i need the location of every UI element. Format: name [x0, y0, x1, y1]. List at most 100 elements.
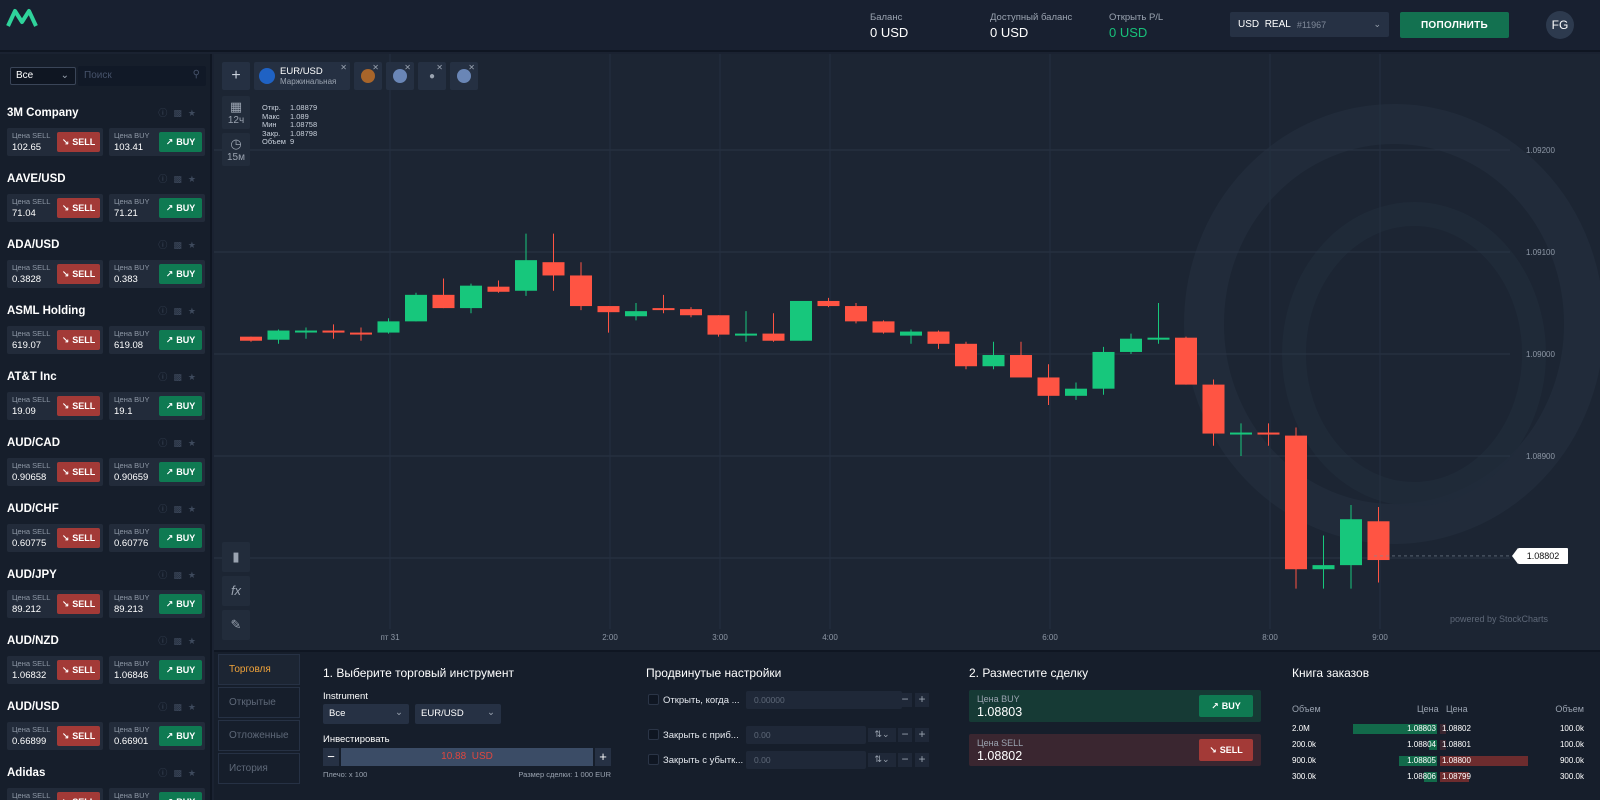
chart-icon[interactable]: ▩: [173, 768, 188, 778]
info-icon[interactable]: ⓘ: [158, 768, 174, 778]
instrument-row[interactable]: 3M Company ⓘ▩★ Цена SELL 102.65 ↘ SELL Цена BU…: [0, 100, 208, 166]
star-icon[interactable]: ★: [187, 570, 202, 580]
star-icon[interactable]: ★: [187, 240, 202, 250]
info-icon[interactable]: ⓘ: [158, 108, 174, 118]
chart-icon[interactable]: ▩: [173, 240, 188, 250]
buy-button[interactable]: ↗BUY: [159, 396, 202, 416]
sell-button[interactable]: ↘SELL: [57, 528, 100, 548]
invest-increase-button[interactable]: +: [595, 748, 611, 766]
take-profit-checkbox[interactable]: [648, 729, 659, 740]
tab-eurusd[interactable]: EUR/USD Маржинальная ✕: [254, 62, 350, 90]
close-icon[interactable]: ✕: [468, 63, 475, 72]
buy-button[interactable]: ↗BUY: [159, 462, 202, 482]
close-icon[interactable]: ✕: [340, 63, 347, 72]
chart-icon[interactable]: ▩: [173, 174, 188, 184]
take-profit-mode-select[interactable]: ⇅⌄: [868, 728, 896, 742]
info-icon[interactable]: ⓘ: [158, 174, 174, 184]
chart-type-button[interactable]: ▮: [222, 542, 250, 572]
buy-button[interactable]: ↗BUY: [159, 792, 202, 800]
star-icon[interactable]: ★: [187, 702, 202, 712]
instrument-row[interactable]: AUD/USD ⓘ▩★ Цена SELL 0.66899 ↘ SELL Цена BUY 0…: [0, 694, 208, 760]
chart-icon[interactable]: ▩: [173, 702, 188, 712]
sell-button[interactable]: ↘SELL: [57, 660, 100, 680]
instrument-category-select[interactable]: Все ⌄: [323, 704, 409, 724]
chart-icon[interactable]: ▩: [173, 108, 188, 118]
stop-loss-mode-select[interactable]: ⇅⌄: [868, 753, 896, 767]
interval-selector[interactable]: ◷ 15м: [222, 133, 250, 166]
search-input[interactable]: Поиск ⚲: [78, 66, 206, 86]
sell-button[interactable]: ↘SELL: [57, 792, 100, 800]
buy-button[interactable]: ↗BUY: [159, 528, 202, 548]
logo-icon[interactable]: [6, 8, 38, 28]
avatar[interactable]: FG: [1546, 11, 1574, 39]
info-icon[interactable]: ⓘ: [158, 504, 174, 514]
open-when-input[interactable]: 0.00000: [746, 691, 902, 709]
buy-button[interactable]: ↗BUY: [1199, 695, 1253, 717]
take-profit-plus[interactable]: +: [915, 728, 929, 742]
chart-icon[interactable]: ▩: [173, 636, 188, 646]
invest-decrease-button[interactable]: −: [323, 748, 339, 766]
sell-button[interactable]: ↘SELL: [57, 198, 100, 218]
sell-button[interactable]: ↘SELL: [57, 264, 100, 284]
stop-loss-input[interactable]: 0.00: [746, 751, 866, 769]
tab-pending[interactable]: Отложенные: [218, 720, 300, 751]
add-tab-button[interactable]: +: [222, 62, 250, 90]
tab-open[interactable]: Открытые: [218, 687, 300, 718]
sell-button[interactable]: ↘SELL: [57, 330, 100, 350]
close-icon[interactable]: ✕: [404, 63, 411, 72]
instrument-row[interactable]: AAVE/USD ⓘ▩★ Цена SELL 71.04 ↘ SELL Цена BUY 71…: [0, 166, 208, 232]
take-profit-minus[interactable]: −: [898, 728, 912, 742]
instrument-select[interactable]: EUR/USD ⌄: [415, 704, 501, 724]
account-selector[interactable]: USD REAL #11967 ⌄: [1230, 12, 1389, 37]
instrument-row[interactable]: ADA/USD ⓘ▩★ Цена SELL 0.3828 ↘ SELL Цена BUY 0.…: [0, 232, 208, 298]
buy-button[interactable]: ↗BUY: [159, 198, 202, 218]
period-selector[interactable]: ▦ 12ч: [222, 96, 250, 129]
tab-us-pair[interactable]: ✕: [450, 62, 478, 90]
info-icon[interactable]: ⓘ: [158, 702, 174, 712]
open-when-checkbox[interactable]: [648, 694, 659, 705]
topup-button[interactable]: ПОПОЛНИТЬ: [1400, 12, 1509, 38]
sell-button[interactable]: ↘SELL: [57, 462, 100, 482]
buy-button[interactable]: ↗BUY: [159, 594, 202, 614]
close-icon[interactable]: ✕: [436, 63, 443, 72]
tab-oil[interactable]: ● ✕: [418, 62, 446, 90]
tab-trade[interactable]: Торговля: [218, 654, 300, 685]
sell-button[interactable]: ↘SELL: [57, 726, 100, 746]
indicators-button[interactable]: fx: [222, 576, 250, 606]
instrument-row[interactable]: AUD/JPY ⓘ▩★ Цена SELL 89.212 ↘ SELL Цена BUY 89…: [0, 562, 208, 628]
info-icon[interactable]: ⓘ: [158, 570, 174, 580]
star-icon[interactable]: ★: [187, 174, 202, 184]
star-icon[interactable]: ★: [187, 108, 202, 118]
instrument-row[interactable]: Adidas ⓘ▩★ Цена SELL ↘SELL Цена BUY ↗BUY: [0, 760, 208, 800]
star-icon[interactable]: ★: [187, 768, 202, 778]
open-when-plus[interactable]: +: [915, 693, 929, 707]
chart-icon[interactable]: ▩: [173, 372, 188, 382]
info-icon[interactable]: ⓘ: [158, 438, 174, 448]
sell-button[interactable]: ↘SELL: [1199, 739, 1253, 761]
instrument-row[interactable]: AT&T Inc ⓘ▩★ Цена SELL 19.09 ↘ SELL Цена BUY 19…: [0, 364, 208, 430]
star-icon[interactable]: ★: [187, 504, 202, 514]
tab-bitcoin[interactable]: ✕: [354, 62, 382, 90]
info-icon[interactable]: ⓘ: [158, 636, 174, 646]
instrument-row[interactable]: AUD/NZD ⓘ▩★ Цена SELL 1.06832 ↘ SELL Цена BUY 1…: [0, 628, 208, 694]
chart-icon[interactable]: ▩: [173, 306, 188, 316]
info-icon[interactable]: ⓘ: [158, 240, 174, 250]
instrument-filter-select[interactable]: Все ⌄: [10, 67, 76, 85]
buy-button[interactable]: ↗BUY: [159, 330, 202, 350]
info-icon[interactable]: ⓘ: [158, 306, 174, 316]
chart-icon[interactable]: ▩: [173, 438, 188, 448]
stop-loss-minus[interactable]: −: [898, 753, 912, 767]
chart-icon[interactable]: ▩: [173, 570, 188, 580]
instrument-row[interactable]: AUD/CHF ⓘ▩★ Цена SELL 0.60775 ↘ SELL Цена BUY 0…: [0, 496, 208, 562]
star-icon[interactable]: ★: [187, 306, 202, 316]
price-chart[interactable]: 1.09200 1.09100 1.09000 1.08900 пт 31 2:00 3:0…: [214, 54, 1600, 650]
buy-button[interactable]: ↗BUY: [159, 132, 202, 152]
invest-amount-input[interactable]: 10.88 USD: [341, 748, 593, 766]
buy-button[interactable]: ↗BUY: [159, 264, 202, 284]
buy-button[interactable]: ↗BUY: [159, 660, 202, 680]
tab-history[interactable]: История: [218, 753, 300, 784]
sell-button[interactable]: ↘SELL: [57, 396, 100, 416]
star-icon[interactable]: ★: [187, 636, 202, 646]
buy-button[interactable]: ↗BUY: [159, 726, 202, 746]
open-when-minus[interactable]: −: [898, 693, 912, 707]
